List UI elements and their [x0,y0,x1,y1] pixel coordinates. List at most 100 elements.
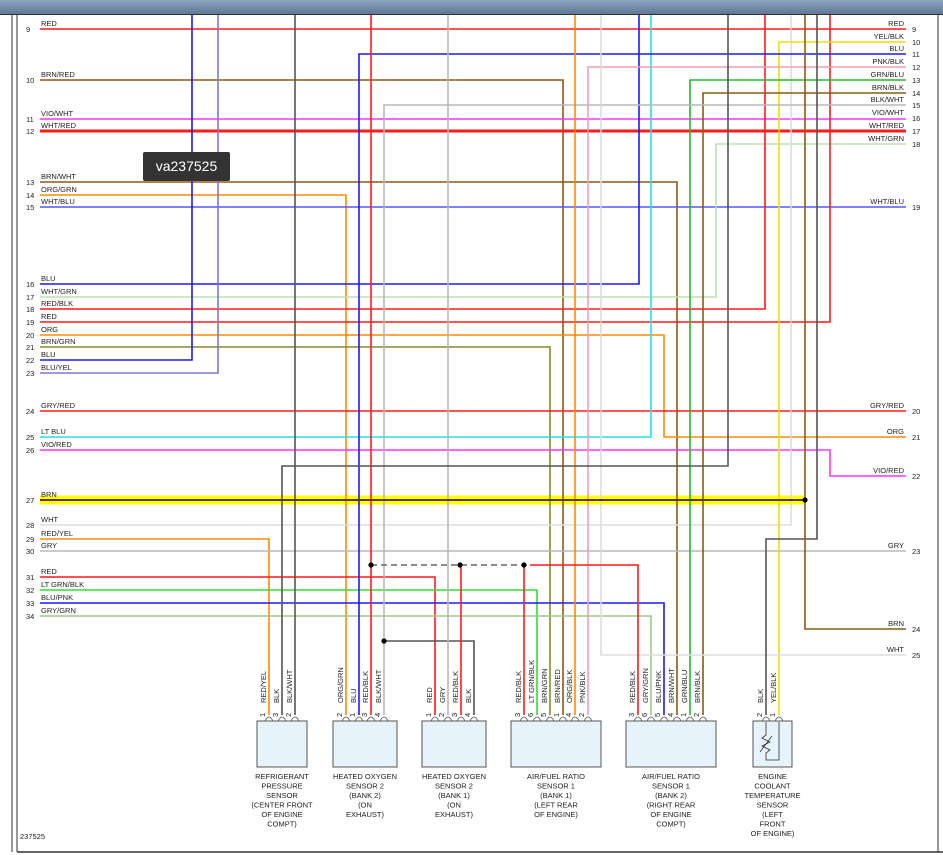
left-pin-number: 29 [26,535,34,544]
left-pin-number: 21 [26,343,34,352]
left-wire-label: BRN [41,490,57,499]
left-wire-label: RED/YEL [41,529,73,538]
component-name: ENGINE [758,772,787,781]
left-wire-label: WHT/RED [41,121,77,130]
connector-pin-label: BLK/WHT [285,669,294,703]
wire [40,15,792,526]
wire [40,15,193,361]
pin-terminal [366,716,376,722]
left-pin-number: 19 [26,318,34,327]
wire [40,615,652,715]
left-wire-label: RED [41,312,57,321]
pin-labels: 9 RED 10 BRN/RED 11 VIO/WHT 12 WHT/RED 13 BRN/WHT… [26,19,920,660]
connector-pin-number: 5 [653,713,662,717]
connector-pin-label: RED/BLK [451,671,460,703]
component-name: OF ENGINE [650,810,691,819]
connector-pin-number: 4 [373,713,382,717]
pin-terminal [290,716,300,722]
wire [281,15,729,715]
left-wire-label: WHT/BLU [41,197,75,206]
connector-body [625,720,717,768]
connector-pin-number: 3 [450,713,459,717]
connector-pin-number: 2 [335,713,344,717]
connector-pin-label: BRN/WHT [667,668,676,703]
right-wire-label: GRY [888,541,904,550]
wire [587,66,906,715]
right-wire-label: WHT/RED [869,121,905,130]
connector-pin-number: 3 [360,713,369,717]
splice-dot [457,562,463,568]
diagram-frame [11,15,943,853]
right-wire-label: WHT/GRN [868,134,904,143]
right-pin-number: 13 [912,76,920,85]
connector: 3 RED/BLK 6 GRY/GRN 5 BLU/PNK 4 BRN/WHT 1 GRN/BLU… [625,668,717,829]
left-wire-label: ORG [41,325,58,334]
connector-pin-number: 2 [755,713,764,717]
left-wire-label: BRN/GRN [41,337,76,346]
component-name: EXHAUST) [346,810,384,819]
connector-body [421,720,487,768]
right-wire-label: BRN [888,619,904,628]
connector: 2 BLK 1 YEL/BLK ENGINECOOLANTTEMPERATURESENS… [744,673,800,838]
connector-pin-number: 2 [284,713,293,717]
left-wire-label: BLU/PNK [41,593,73,602]
left-pin-number: 30 [26,547,34,556]
right-pin-number: 15 [912,101,920,110]
connector-pin-number: 1 [424,713,433,717]
right-pin-number: 25 [912,651,920,660]
pin-terminal [659,716,669,722]
wire [40,15,766,310]
pin-terminal [519,716,529,722]
component-name: SENSOR 2 [435,782,473,791]
connector-pin-label: BLK [464,689,473,703]
component-name: PRESSURE [261,782,302,791]
left-pin-number: 20 [26,331,34,340]
right-pin-number: 16 [912,114,920,123]
left-wire-label: ORG/GRN [41,185,77,194]
pin-terminal [354,716,364,722]
right-wire-label: GRN/BLU [871,70,904,79]
component-name: OF ENGINE) [751,829,795,838]
splice-dot [381,638,387,644]
right-pin-number: 14 [912,89,920,98]
connector-body [256,720,308,768]
right-wire-label: WHT [887,645,904,654]
component-name: SENSOR 1 [537,782,575,791]
connector-pin-label: BLK [272,689,281,703]
thermistor-arrow-icon [759,735,773,753]
wire [40,334,906,438]
splice-dot [521,562,527,568]
left-pin-number: 23 [26,369,34,378]
pin-terminal [633,716,643,722]
left-pin-number: 32 [26,586,34,595]
connector-pin-label: BRN/BLK [693,671,702,703]
left-pin-number: 9 [26,25,30,34]
connector-pin-label: RED/BLK [361,671,370,703]
connector-pin-number: 4 [463,713,472,717]
component-name: REFRIGERANT [255,772,309,781]
component-name: AIR/FUEL RATIO [642,772,700,781]
connector-pin-label: GRN/BLU [680,670,689,703]
left-wire-label: LT GRN/BLK [41,580,84,589]
wire [702,92,906,715]
pin-terminal [570,716,580,722]
component-name: HEATED OXYGEN [333,772,397,781]
wire [804,15,906,630]
component-name: COMPT) [656,820,686,829]
wire [689,79,906,715]
left-pin-number: 12 [26,127,34,136]
wire [765,15,818,715]
tooltip: va237525 [143,152,230,181]
component-name: (BANK 2) [349,791,381,800]
connector-pin-label: GRY [438,687,447,703]
pin-terminal [456,716,466,722]
connector-pin-number: 6 [640,713,649,717]
right-pin-number: 10 [912,38,920,47]
left-pin-number: 14 [26,191,34,200]
splice-dot [368,562,374,568]
component-name: OF ENGINE) [534,810,578,819]
wire [40,602,665,715]
connector-pin-number: 4 [666,713,675,717]
component-name: COMPT) [267,820,297,829]
wire [778,41,906,715]
